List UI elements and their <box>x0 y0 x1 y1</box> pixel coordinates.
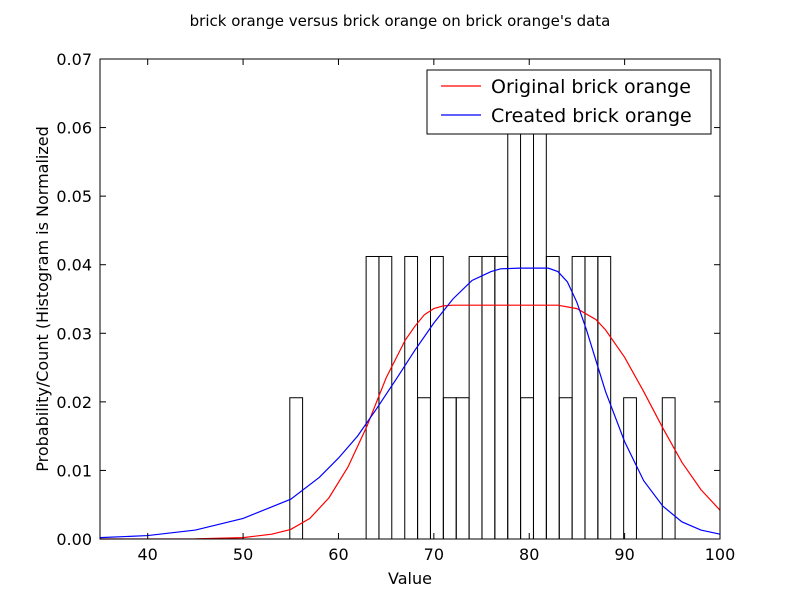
y-tick-label: 0.07 <box>56 50 92 69</box>
y-tick-label: 0.04 <box>56 256 92 275</box>
y-tick-label: 0.03 <box>56 324 92 343</box>
x-tick-label: 80 <box>519 545 539 564</box>
legend-label-original: Original brick orange <box>491 76 691 98</box>
x-tick-label: 40 <box>138 545 158 564</box>
y-tick-label: 0.05 <box>56 187 92 206</box>
plot-frame <box>99 58 721 540</box>
plot-area <box>99 58 721 540</box>
series-lines <box>99 267 721 540</box>
x-tick-label: 70 <box>424 545 444 564</box>
y-tick-label: 0.06 <box>56 119 92 138</box>
y-tick-label: 0.01 <box>56 461 92 480</box>
y-tick-label: 0.00 <box>56 530 92 549</box>
x-tick-label: 60 <box>328 545 348 564</box>
chart-title: brick orange versus brick orange on bric… <box>190 12 611 30</box>
x-tick-label: 50 <box>233 545 253 564</box>
x-axis-label: Value <box>388 569 432 588</box>
x-axis: 40 50 60 70 80 90 100 <box>138 59 736 564</box>
x-tick-label: 90 <box>614 545 634 564</box>
x-tick-label: 100 <box>705 545 736 564</box>
y-axis: 0.00 0.01 0.02 0.03 0.04 0.05 0.06 0.07 <box>56 50 720 549</box>
legend-label-created: Created brick orange <box>491 105 692 127</box>
y-tick-label: 0.02 <box>56 393 92 412</box>
y-axis-label: Probability/Count (Histogram is Normaliz… <box>33 126 52 472</box>
legend-box <box>426 69 712 135</box>
series-line-original <box>99 304 721 540</box>
legend: Original brick orange Created brick oran… <box>426 69 712 135</box>
series-line-created <box>99 267 721 539</box>
